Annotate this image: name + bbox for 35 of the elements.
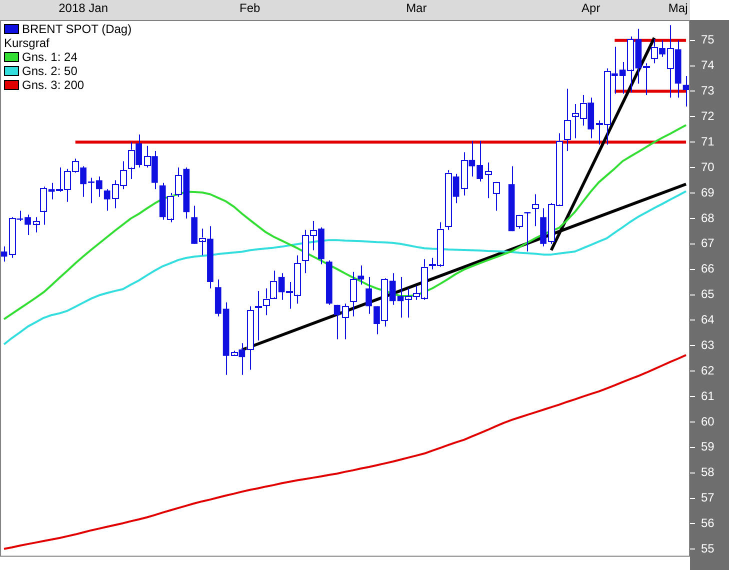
y-tick-label: 63 [701, 338, 715, 352]
y-tick-label: 74 [701, 58, 715, 72]
y-tick-label: 61 [701, 388, 715, 403]
y-tick-label: 62 [701, 363, 715, 378]
y-tick-label: 68 [701, 210, 715, 225]
legend-label: Gns. 2: 50 [22, 64, 78, 78]
x-tick-label: Apr [582, 1, 600, 16]
y-tick-label: 65 [701, 287, 715, 302]
y-tick-label: 67 [701, 236, 715, 250]
y-tick-label: 75 [701, 32, 715, 47]
y-tick-label: 73 [701, 84, 715, 98]
legend-label: BRENT SPOT (Dag) [22, 22, 132, 36]
y-tick-label: 56 [701, 516, 715, 530]
x-tick-label: Feb [240, 1, 261, 16]
y-tick-label: 57 [701, 490, 715, 505]
legend-label: Gns. 3: 200 [22, 78, 84, 92]
y-tick-label: 64 [701, 312, 715, 327]
x-tick-label: 2018 Jan [58, 1, 108, 16]
candlestick [0, 246, 8, 262]
x-tick-label: Maj [668, 1, 688, 16]
candlestick [366, 276, 372, 314]
y-tick-label: 55 [701, 541, 715, 556]
legend-label: Gns. 1: 24 [22, 50, 78, 64]
y-tick-label: 70 [701, 160, 715, 174]
x-tick-label: Mar [406, 1, 427, 16]
y-tick-label: 72 [701, 108, 715, 123]
y-tick-label: 58 [701, 465, 715, 480]
candlestick [682, 75, 690, 107]
y-tick-label: 60 [701, 414, 715, 428]
y-tick-label: 69 [701, 185, 715, 200]
y-tick-label: 66 [701, 262, 715, 276]
candlestick [524, 212, 531, 252]
y-tick-label: 59 [701, 440, 715, 454]
y-tick-label: 71 [701, 134, 715, 148]
legend-title: Kursgraf [4, 36, 50, 50]
